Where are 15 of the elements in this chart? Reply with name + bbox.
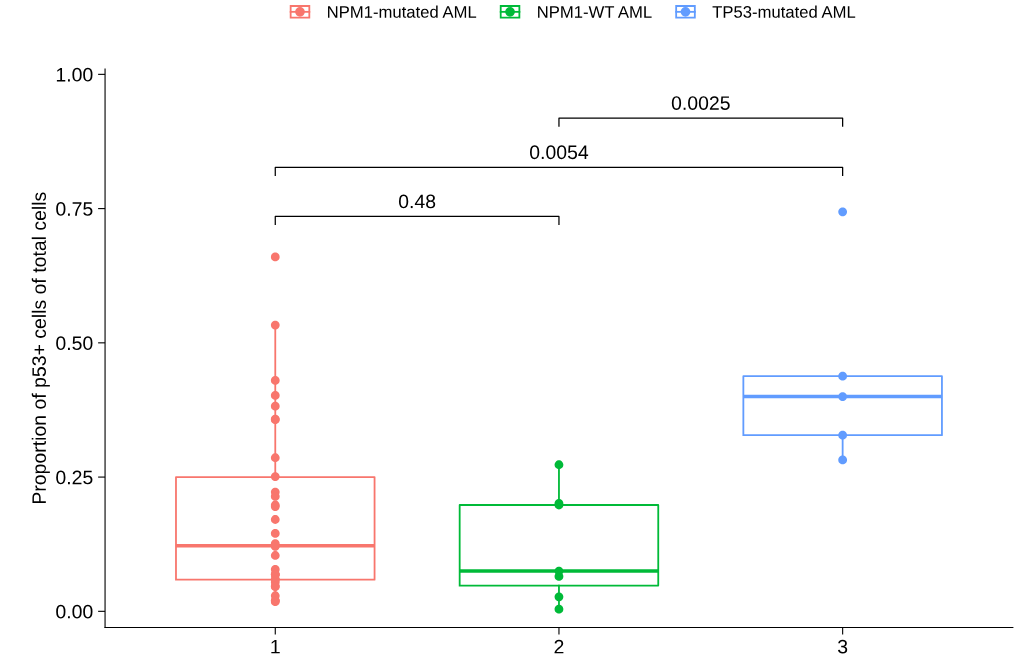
y-axis-title: Proportion of p53+ cells of total cells [31,192,50,504]
y-tick-label: 0.25 [56,470,93,485]
x-tick-label: 3 [837,639,848,654]
y-tick-label: 0.00 [56,604,93,619]
y-tick-label: 0.50 [56,336,93,351]
legend-label: NPM1-WT AML [538,6,652,18]
y-tick-label: 0.75 [56,202,93,216]
annotation: 0.0025 [671,96,730,110]
legend-label: NPM1-mutated AML [328,5,477,18]
y-tick-label: 1.00 [56,67,93,82]
annotation: 0.48 [398,194,436,209]
legend-label: TP53-mutated AML [712,5,856,18]
x-tick-label: 1 [271,639,280,654]
x-tick-label: 2 [554,639,564,654]
annotation: 0.0054 [529,145,589,160]
